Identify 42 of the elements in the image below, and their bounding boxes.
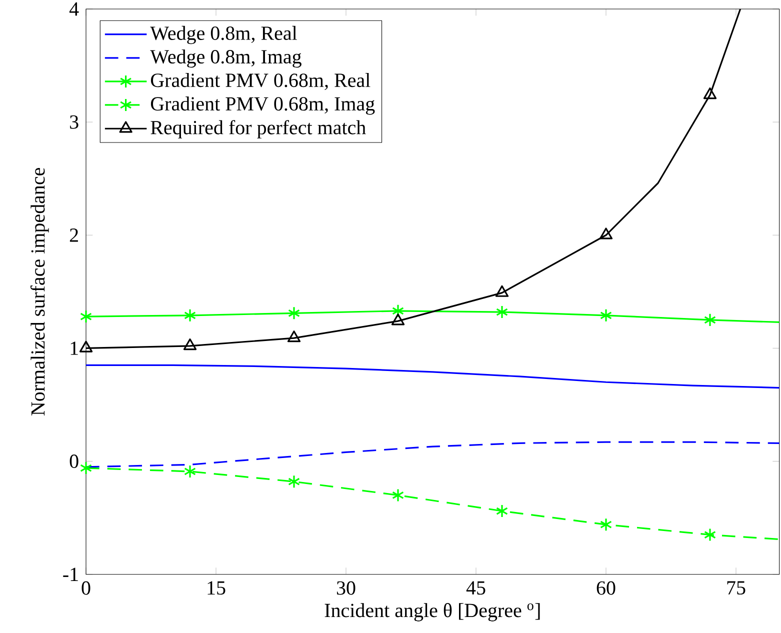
point xyxy=(392,304,404,318)
x-tick-label: 75 xyxy=(727,581,746,595)
y-tick-label: 1 xyxy=(70,342,78,355)
y-tick-label: 2 xyxy=(70,228,78,242)
point xyxy=(391,314,405,326)
y-tick-label: 4 xyxy=(69,2,79,16)
y-axis-title: Normalized surface impedance xyxy=(30,168,49,416)
x-tick-label: 45 xyxy=(466,581,486,595)
point xyxy=(704,528,716,542)
y-tick-label: -1 xyxy=(63,568,78,581)
point xyxy=(80,310,92,324)
legend-label: Wedge 0.8m, Imag xyxy=(150,49,302,68)
point xyxy=(600,308,612,322)
y-tick-label: 0 xyxy=(70,454,78,468)
point xyxy=(599,228,613,240)
point xyxy=(496,305,508,319)
x-tick-label: 30 xyxy=(336,581,356,595)
x-tick-label: 15 xyxy=(208,581,226,595)
legend-label: Required for perfect match xyxy=(150,120,366,138)
point xyxy=(703,87,717,100)
point xyxy=(496,504,508,518)
point xyxy=(184,308,196,322)
point xyxy=(288,306,300,320)
point xyxy=(600,518,612,532)
x-tick-label: 0 xyxy=(82,581,90,595)
point xyxy=(392,488,404,502)
x-axis-title: Incident angle θ [Degree $^{o}$] xyxy=(324,603,540,622)
x-tick-label: 60 xyxy=(596,581,616,595)
point xyxy=(80,461,92,475)
point xyxy=(183,338,197,350)
point xyxy=(184,464,196,478)
legend-label: Wedge 0.8m, Real xyxy=(150,26,297,44)
y-tick-label: 3 xyxy=(70,115,78,129)
point xyxy=(495,285,509,297)
point xyxy=(704,313,716,327)
legend-label: Gradient PMV 0.68m, Imag xyxy=(150,96,375,115)
legend-label: Gradient PMV 0.68m, Real xyxy=(150,73,370,90)
point xyxy=(288,474,300,488)
line-series xyxy=(86,364,780,389)
line-series xyxy=(86,441,780,468)
point xyxy=(79,340,93,352)
point xyxy=(287,330,301,342)
